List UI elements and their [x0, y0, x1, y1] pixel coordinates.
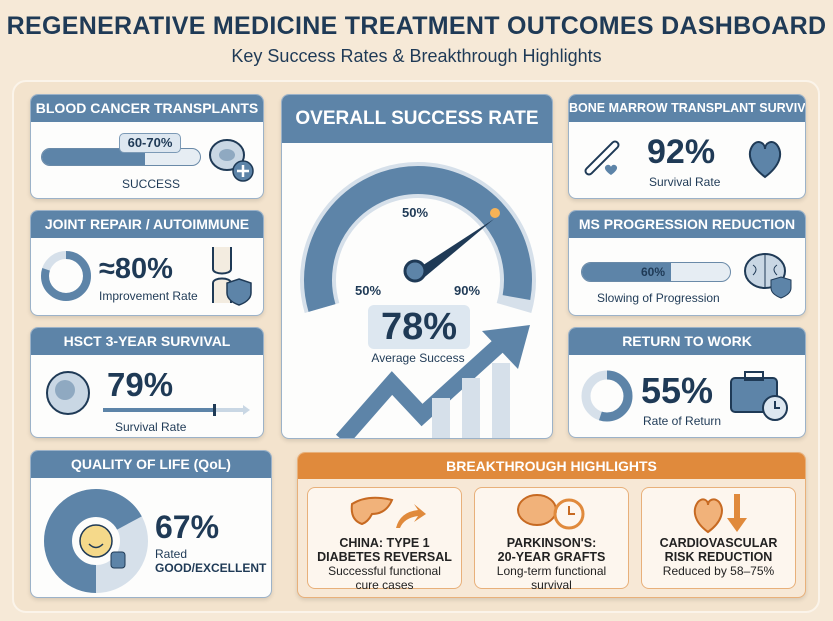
card-title: RETURN TO WORK: [569, 328, 805, 355]
card-hsct-survival: HSCT 3-YEAR SURVIVAL 79% Survival Rate: [30, 327, 264, 438]
page-title: REGENERATIVE MEDICINE TREATMENT OUTCOMES…: [6, 12, 827, 40]
card-title: HSCT 3-YEAR SURVIVAL: [31, 328, 263, 355]
section-title: BREAKTHROUGH HIGHLIGHTS: [298, 453, 805, 479]
highlight-title: CHINA: TYPE 1: [339, 536, 430, 550]
highlight-title: PARKINSON'S:: [506, 536, 597, 550]
card-label: Survival Rate: [649, 175, 721, 189]
work-donut-chart: [581, 370, 633, 422]
gauge-tick-label: 50%: [402, 205, 429, 220]
card-label: Rated: [155, 547, 188, 561]
card-return-to-work: RETURN TO WORK 55% Rate of Return: [568, 327, 806, 438]
card-label: Average Success: [371, 351, 465, 365]
highlight-card: CARDIOVASCULAR RISK REDUCTION Reduced by 5…: [641, 487, 796, 589]
highlight-desc: Reduced by 58–75%: [662, 564, 775, 578]
highlight-desc: Long-term functional survival: [496, 564, 607, 592]
progress-value: 60%: [641, 265, 666, 279]
highlight-title: DIABETES REVERSAL: [317, 550, 452, 564]
qol-donut-chart: [44, 489, 148, 593]
progress-bar: [581, 262, 731, 282]
overall-value: 78%: [368, 305, 470, 349]
highlight-title: CARDIOVASCULAR: [659, 536, 778, 550]
heart-icon: [748, 141, 782, 179]
donut-chart: [41, 251, 91, 301]
briefcase-clock-icon: [730, 371, 788, 421]
card-value: 92%: [647, 133, 716, 171]
card-title: BONE MARROW TRANSPLANT SURVIVAL: [569, 95, 805, 122]
card-label: Slowing of Progression: [597, 291, 720, 305]
highlight-title: 20-YEAR GRAFTS: [497, 550, 606, 564]
gauge-fill: [304, 166, 532, 312]
highlight-desc: Successful functional: [328, 564, 441, 578]
card-title: MS PROGRESSION REDUCTION: [569, 211, 805, 238]
card-title: BLOOD CANCER TRANSPLANTS: [31, 95, 263, 122]
blood-cell-plus-icon: [209, 139, 254, 182]
card-label: SUCCESS: [121, 177, 180, 191]
card-overall-success: OVERALL SUCCESS RATE 50% 50% 90% 78% Ave…: [281, 94, 553, 439]
card-title: OVERALL SUCCESS RATE: [282, 95, 552, 143]
card-ms-progression: MS PROGRESSION REDUCTION 60% Slowing of …: [568, 210, 806, 316]
card-label: Survival Rate: [115, 420, 187, 434]
heart-down-arrow-icon: [693, 494, 747, 534]
value-badge: 60-70%: [119, 133, 181, 153]
smiley-thumbs-up-icon: [79, 524, 113, 558]
card-title: QUALITY OF LIFE (QoL): [31, 451, 271, 478]
brain-shield-icon: [744, 253, 792, 299]
pancreas-arrow-icon: [350, 496, 426, 528]
card-value: ≈80%: [99, 253, 173, 285]
card-label: Improvement Rate: [99, 289, 198, 303]
card-value: 79%: [107, 366, 174, 403]
highlight-card: CHINA: TYPE 1 DIABETES REVERSAL Successful…: [307, 487, 462, 592]
card-bone-marrow: BONE MARROW TRANSPLANT SURVIVAL 92% Surv…: [568, 94, 806, 199]
survival-timeline-bar: [103, 404, 250, 416]
highlight-desc: cure cases: [355, 578, 414, 592]
card-label-strong: GOOD/EXCELLENT: [155, 561, 267, 575]
card-label: Rate of Return: [643, 414, 722, 428]
card-quality-of-life: QUALITY OF LIFE (QoL) 67% Rated GOOD/EXC…: [30, 450, 272, 598]
highlight-title: RISK REDUCTION: [664, 550, 773, 564]
success-gauge: [300, 162, 536, 438]
card-blood-cancer: BLOOD CANCER TRANSPLANTS 60-70% SUCCESS: [30, 94, 264, 199]
card-joint-repair: JOINT REPAIR / AUTOIMMUNE ≈80% Improveme…: [30, 210, 264, 316]
card-value: 67%: [155, 509, 220, 545]
bone-heart-icon: [584, 140, 620, 176]
breakthrough-highlights: BREAKTHROUGH HIGHLIGHTS CHINA: TYPE 1 DIA…: [297, 452, 806, 598]
brain-clock-icon: [517, 494, 585, 530]
card-title: JOINT REPAIR / AUTOIMMUNE: [31, 211, 263, 238]
highlight-card: PARKINSON'S: 20-YEAR GRAFTS Long-term func…: [474, 487, 629, 592]
card-value: 55%: [641, 370, 714, 411]
page-subtitle: Key Success Rates & Breakthrough Highlig…: [231, 46, 602, 66]
gauge-tick-label: 90%: [454, 283, 481, 298]
gauge-tick-label: 50%: [355, 283, 382, 298]
knee-joint-shield-icon: [212, 247, 252, 306]
stem-cell-icon: [46, 371, 90, 415]
